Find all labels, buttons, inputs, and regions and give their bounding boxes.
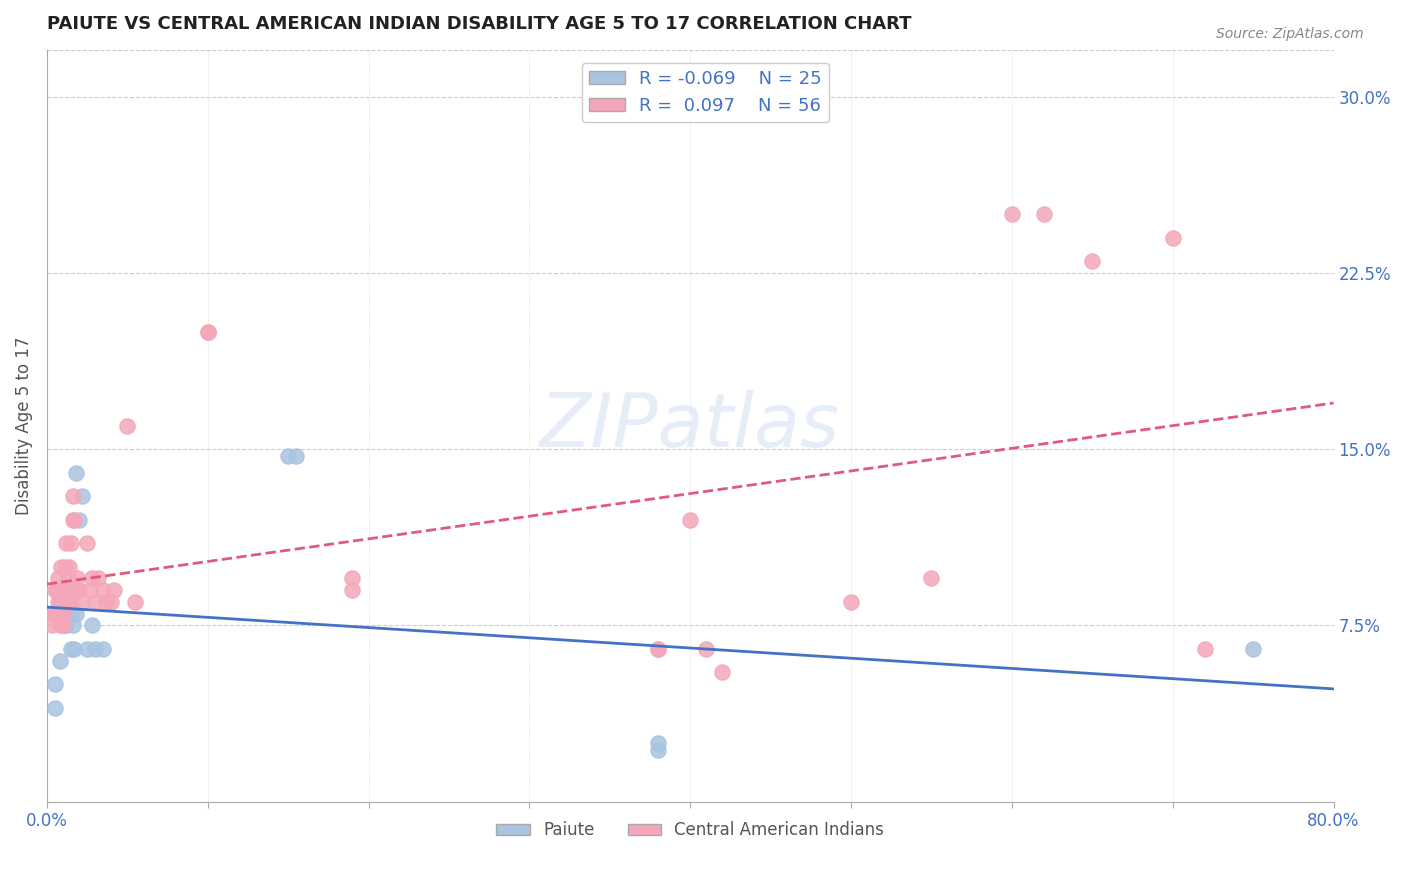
Point	[65, 466, 87, 480]
Point	[342, 583, 364, 598]
Point	[44, 607, 66, 621]
Point	[53, 559, 76, 574]
Point	[695, 641, 717, 656]
Point	[52, 618, 75, 632]
Point	[79, 583, 101, 598]
Point	[1194, 641, 1216, 656]
Point	[49, 618, 72, 632]
Text: PAIUTE VS CENTRAL AMERICAN INDIAN DISABILITY AGE 5 TO 17 CORRELATION CHART: PAIUTE VS CENTRAL AMERICAN INDIAN DISABI…	[46, 15, 911, 33]
Point	[45, 607, 67, 621]
Point	[84, 595, 107, 609]
Point	[647, 641, 669, 656]
Point	[197, 325, 219, 339]
Point	[67, 513, 90, 527]
Point	[52, 607, 75, 621]
Point	[647, 743, 669, 757]
Point	[60, 595, 83, 609]
Point	[41, 618, 63, 632]
Point	[87, 571, 110, 585]
Point	[55, 618, 77, 632]
Point	[80, 618, 103, 632]
Point	[839, 595, 862, 609]
Point	[44, 677, 66, 691]
Point	[80, 571, 103, 585]
Point	[62, 489, 84, 503]
Point	[84, 641, 107, 656]
Point	[124, 595, 146, 609]
Point	[60, 607, 83, 621]
Point	[51, 559, 73, 574]
Point	[46, 571, 69, 585]
Point	[56, 595, 79, 609]
Point	[52, 618, 75, 632]
Point	[52, 583, 75, 598]
Point	[679, 513, 702, 527]
Point	[63, 641, 86, 656]
Point	[67, 583, 90, 598]
Point	[72, 595, 94, 609]
Point	[65, 583, 87, 598]
Point	[1241, 641, 1264, 656]
Point	[1001, 207, 1024, 221]
Legend: Paiute, Central American Indians: Paiute, Central American Indians	[489, 814, 891, 846]
Point	[342, 571, 364, 585]
Text: Source: ZipAtlas.com: Source: ZipAtlas.com	[1216, 27, 1364, 41]
Y-axis label: Disability Age 5 to 17: Disability Age 5 to 17	[15, 336, 32, 515]
Point	[62, 618, 84, 632]
Point	[76, 641, 98, 656]
Point	[197, 325, 219, 339]
Point	[63, 513, 86, 527]
Point	[56, 571, 79, 585]
Point	[277, 449, 299, 463]
Point	[117, 418, 139, 433]
Point	[44, 700, 66, 714]
Point	[60, 536, 83, 550]
Point	[91, 641, 114, 656]
Point	[55, 618, 77, 632]
Point	[49, 595, 72, 609]
Point	[647, 641, 669, 656]
Point	[647, 736, 669, 750]
Point	[52, 607, 75, 621]
Point	[91, 583, 114, 598]
Point	[65, 607, 87, 621]
Point	[66, 571, 89, 585]
Point	[711, 665, 734, 680]
Point	[62, 513, 84, 527]
Point	[1033, 207, 1056, 221]
Text: ZIPatlas: ZIPatlas	[540, 390, 841, 462]
Point	[920, 571, 942, 585]
Point	[60, 641, 83, 656]
Point	[42, 607, 65, 621]
Point	[76, 536, 98, 550]
Point	[100, 595, 122, 609]
Point	[52, 583, 75, 598]
Point	[96, 595, 118, 609]
Point	[49, 654, 72, 668]
Point	[46, 595, 69, 609]
Point	[55, 536, 77, 550]
Point	[1161, 231, 1184, 245]
Point	[103, 583, 125, 598]
Point	[72, 489, 94, 503]
Point	[44, 583, 66, 598]
Point	[58, 559, 80, 574]
Point	[285, 449, 308, 463]
Point	[45, 583, 67, 598]
Point	[55, 595, 77, 609]
Point	[1081, 254, 1104, 268]
